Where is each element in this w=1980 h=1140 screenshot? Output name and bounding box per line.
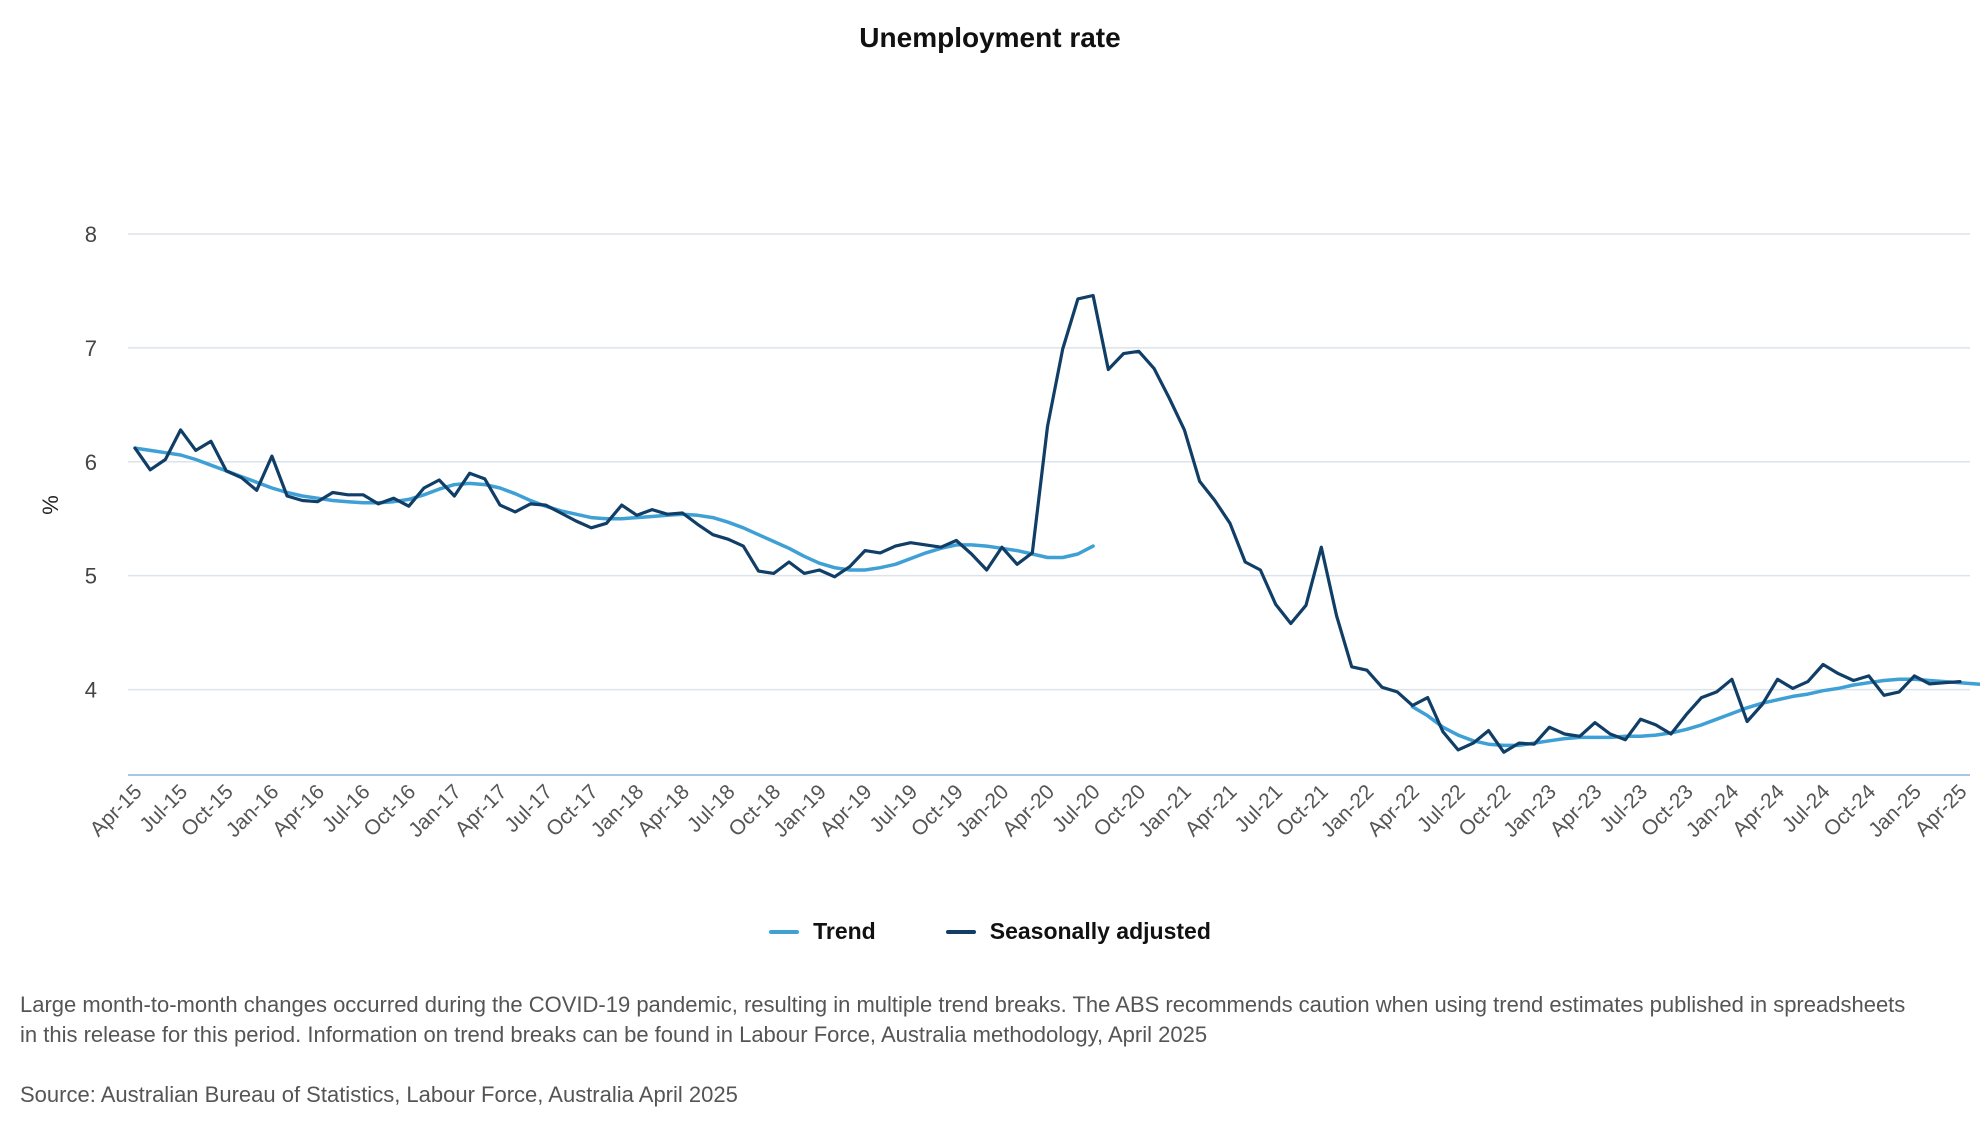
x-tick-label: Jan-20 [952, 780, 1014, 842]
x-tick-label: Jan-17 [404, 780, 466, 842]
x-tick-label: Apr-18 [633, 780, 694, 841]
x-tick-label: Apr-15 [86, 780, 147, 841]
x-tick-label: Jan-18 [587, 780, 649, 842]
x-tick-label: Apr-22 [1363, 780, 1424, 841]
x-tick-label: Jan-23 [1499, 780, 1561, 842]
grid-lines [128, 233, 1970, 691]
chart-title: Unemployment rate [859, 22, 1121, 53]
y-tick-label: 7 [85, 336, 97, 361]
series-lines [133, 293, 1980, 754]
y-tick-label: 5 [85, 564, 97, 589]
x-tick-label: Apr-25 [1911, 780, 1972, 841]
x-tick-label: Apr-24 [1728, 780, 1789, 841]
x-tick-label: Apr-17 [451, 780, 512, 841]
x-tick-label: Jan-19 [769, 780, 831, 842]
chart-footnote: Large month-to-month changes occurred du… [20, 992, 1906, 1047]
x-tick-label: Apr-20 [998, 780, 1059, 841]
legend-swatch-trend [769, 929, 800, 934]
x-tick-label: Jan-24 [1682, 780, 1744, 842]
chart-source: Source: Australian Bureau of Statistics,… [20, 1082, 738, 1107]
x-tick-label: Apr-21 [1181, 780, 1242, 841]
legend-item-trend[interactable]: Trend [769, 918, 876, 945]
y-tick-label: 8 [85, 222, 97, 247]
x-tick-label: Apr-19 [816, 780, 877, 841]
y-tick-label: 4 [85, 678, 97, 703]
legend-label-trend: Trend [813, 918, 876, 944]
y-axis-tick-labels: 4 5 6 7 8 [85, 222, 97, 703]
series-line-trend-segment-0 [133, 446, 1095, 572]
x-tick-label: Apr-23 [1546, 780, 1607, 841]
line-chart: 4 5 6 7 8 Apr-15Jul-15Oct-15Jan-16Apr-16Jul-… [38, 222, 1980, 842]
legend-label-seasonally-adjusted: Seasonally adjusted [989, 918, 1211, 944]
x-tick-label: Apr-16 [268, 780, 329, 841]
y-tick-label: 6 [85, 450, 97, 475]
series-line-seasonally-adjusted-segment-0 [133, 293, 1962, 754]
legend-item-seasonally-adjusted[interactable]: Seasonally adjusted [945, 918, 1211, 945]
x-tick-label: Jan-22 [1317, 780, 1379, 842]
y-axis-label: % [38, 495, 63, 515]
x-tick-label: Jan-25 [1864, 780, 1926, 842]
legend: Trend Seasonally adjusted [0, 918, 1980, 945]
legend-swatch-seasonally-adjusted [945, 929, 976, 934]
x-tick-label: Jan-21 [1134, 780, 1196, 842]
x-tick-label: Jan-16 [222, 780, 284, 842]
x-axis-tick-labels: Apr-15Jul-15Oct-15Jan-16Apr-16Jul-16Oct-… [86, 780, 1972, 842]
